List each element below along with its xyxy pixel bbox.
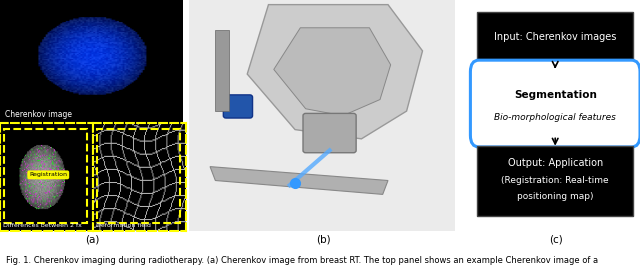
FancyBboxPatch shape	[303, 113, 356, 153]
Text: Segmentation: Segmentation	[514, 90, 596, 100]
Text: Output: Application: Output: Application	[508, 158, 603, 168]
Text: positioning map): positioning map)	[517, 192, 593, 201]
FancyBboxPatch shape	[477, 11, 633, 65]
Text: (a): (a)	[86, 234, 100, 244]
Text: Bio-morphological features: Bio-morphological features	[494, 113, 616, 122]
Bar	[4, 129, 87, 223]
Text: Differences between 2 fx: Differences between 2 fx	[3, 223, 82, 228]
Text: Deformation field: Deformation field	[95, 223, 150, 228]
Polygon shape	[274, 28, 390, 116]
Text: (Registration: Real-time: (Registration: Real-time	[501, 176, 609, 185]
Polygon shape	[247, 5, 422, 139]
Bar	[215, 30, 228, 111]
Text: (c): (c)	[548, 234, 563, 244]
Polygon shape	[210, 167, 388, 194]
Text: (b): (b)	[316, 234, 330, 244]
FancyBboxPatch shape	[223, 95, 253, 118]
Text: Fig. 1. Cherenkov imaging during radiotherapy. (a) Cherenkov image from breast R: Fig. 1. Cherenkov imaging during radioth…	[6, 256, 598, 265]
Text: Registration: Registration	[29, 172, 67, 177]
Text: Input: Cherenkov images: Input: Cherenkov images	[494, 32, 616, 43]
Text: Cherenkov image: Cherenkov image	[6, 110, 72, 119]
FancyBboxPatch shape	[470, 60, 640, 147]
Bar	[97, 129, 180, 223]
FancyBboxPatch shape	[477, 146, 633, 216]
